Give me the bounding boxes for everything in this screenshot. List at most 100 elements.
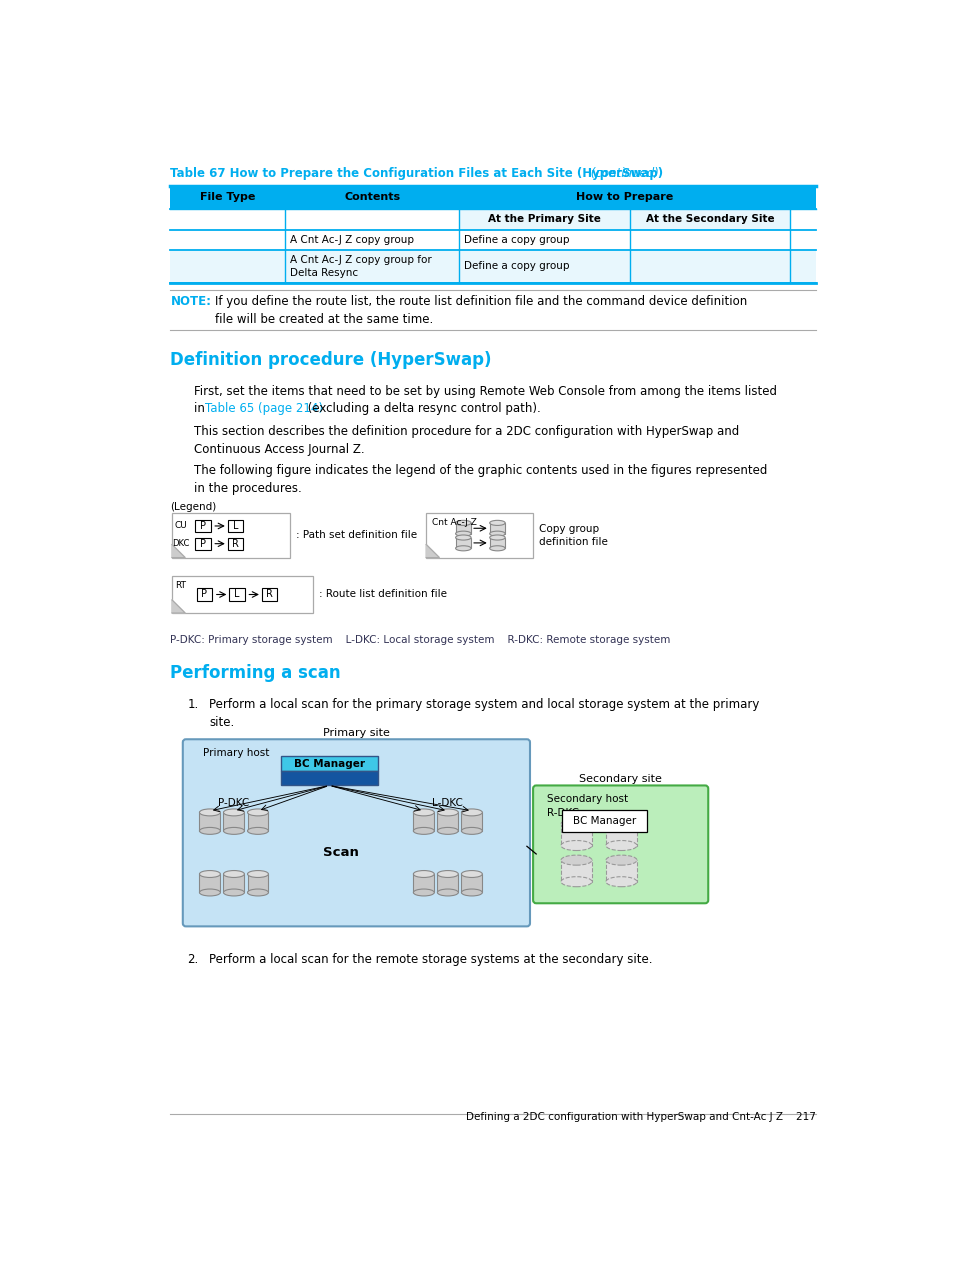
Text: Cnt Ac-J Z: Cnt Ac-J Z xyxy=(432,519,476,527)
Text: Primary site: Primary site xyxy=(323,728,390,737)
Text: (excluding a delta resync control path).: (excluding a delta resync control path). xyxy=(303,402,540,416)
Bar xyxy=(247,812,268,831)
Text: (continued): (continued) xyxy=(587,168,659,180)
Ellipse shape xyxy=(461,871,482,877)
Ellipse shape xyxy=(436,888,457,896)
Text: P-DKC: Primary storage system    L-DKC: Local storage system    R-DKC: Remote st: P-DKC: Primary storage system L-DKC: Loc… xyxy=(171,634,670,644)
Text: Primary host: Primary host xyxy=(203,747,269,758)
Text: Copy group
definition file: Copy group definition file xyxy=(538,524,608,547)
FancyBboxPatch shape xyxy=(426,513,533,558)
Text: Define a copy group: Define a copy group xyxy=(464,235,569,245)
Bar xyxy=(461,812,482,831)
Text: in: in xyxy=(193,402,208,416)
Ellipse shape xyxy=(560,840,592,850)
Text: Define a copy group: Define a copy group xyxy=(464,262,569,272)
Ellipse shape xyxy=(489,531,505,536)
Text: L: L xyxy=(233,521,238,531)
FancyBboxPatch shape xyxy=(280,770,377,785)
Bar xyxy=(605,860,637,882)
Bar xyxy=(461,874,482,892)
Ellipse shape xyxy=(223,827,244,834)
Ellipse shape xyxy=(199,827,220,834)
Ellipse shape xyxy=(560,819,592,829)
Bar xyxy=(247,874,268,892)
Ellipse shape xyxy=(413,871,434,877)
FancyBboxPatch shape xyxy=(459,208,790,230)
Ellipse shape xyxy=(461,808,482,816)
Text: BC Manager: BC Manager xyxy=(572,816,636,826)
Text: Performing a scan: Performing a scan xyxy=(171,663,340,681)
Text: 1.: 1. xyxy=(187,698,198,710)
FancyBboxPatch shape xyxy=(261,588,277,601)
Text: At the Primary Site: At the Primary Site xyxy=(488,214,600,224)
Text: Table 67 How to Prepare the Configuration Files at Each Site (HyperSwap): Table 67 How to Prepare the Configuratio… xyxy=(171,168,663,180)
Text: (Legend): (Legend) xyxy=(171,502,216,512)
Polygon shape xyxy=(172,600,185,613)
Ellipse shape xyxy=(605,819,637,829)
Ellipse shape xyxy=(247,871,268,877)
Ellipse shape xyxy=(223,808,244,816)
Text: Perform a local scan for the remote storage systems at the secondary site.: Perform a local scan for the remote stor… xyxy=(209,952,652,966)
Bar xyxy=(413,874,434,892)
Ellipse shape xyxy=(489,545,505,550)
Text: If you define the route list, the route list definition file and the command dev: If you define the route list, the route … xyxy=(215,295,747,325)
Bar xyxy=(436,812,457,831)
FancyBboxPatch shape xyxy=(228,520,243,533)
Ellipse shape xyxy=(413,888,434,896)
Bar xyxy=(489,522,505,534)
Ellipse shape xyxy=(199,888,220,896)
Ellipse shape xyxy=(605,877,637,887)
Bar xyxy=(223,874,244,892)
FancyBboxPatch shape xyxy=(229,588,245,601)
Ellipse shape xyxy=(456,520,471,525)
Text: : Route list definition file: : Route list definition file xyxy=(319,590,447,600)
FancyBboxPatch shape xyxy=(280,756,377,770)
Ellipse shape xyxy=(413,827,434,834)
Text: NOTE:: NOTE: xyxy=(171,295,212,308)
Ellipse shape xyxy=(247,827,268,834)
Text: A Cnt Ac-J Z copy group for
Delta Resync: A Cnt Ac-J Z copy group for Delta Resync xyxy=(290,255,431,278)
Ellipse shape xyxy=(199,808,220,816)
Ellipse shape xyxy=(413,808,434,816)
Text: A Cnt Ac-J Z copy group: A Cnt Ac-J Z copy group xyxy=(290,235,414,245)
Bar xyxy=(560,860,592,882)
Bar xyxy=(560,824,592,845)
Text: File Type: File Type xyxy=(200,192,255,202)
Ellipse shape xyxy=(489,520,505,525)
Text: P-DKC: P-DKC xyxy=(218,798,250,808)
Ellipse shape xyxy=(456,531,471,536)
Bar xyxy=(456,538,471,548)
Ellipse shape xyxy=(436,808,457,816)
Text: Scan: Scan xyxy=(323,846,358,859)
Bar xyxy=(223,812,244,831)
Ellipse shape xyxy=(436,871,457,877)
Text: L: L xyxy=(234,590,239,600)
Polygon shape xyxy=(426,544,439,558)
Polygon shape xyxy=(172,544,185,558)
Text: Defining a 2DC configuration with HyperSwap and Cnt-Ac J Z    217: Defining a 2DC configuration with HyperS… xyxy=(466,1112,815,1122)
Text: At the Secondary Site: At the Secondary Site xyxy=(645,214,774,224)
Text: P: P xyxy=(200,521,206,531)
Text: This section describes the definition procedure for a 2DC configuration with Hyp: This section describes the definition pr… xyxy=(193,425,739,456)
Text: The following figure indicates the legend of the graphic contents used in the fi: The following figure indicates the legen… xyxy=(193,464,766,494)
FancyBboxPatch shape xyxy=(172,513,290,558)
Bar xyxy=(489,538,505,548)
Bar xyxy=(413,812,434,831)
Text: Contents: Contents xyxy=(344,192,400,202)
Ellipse shape xyxy=(489,535,505,540)
Ellipse shape xyxy=(605,840,637,850)
FancyBboxPatch shape xyxy=(195,538,211,550)
FancyBboxPatch shape xyxy=(196,588,212,601)
Text: DKC: DKC xyxy=(172,539,189,548)
FancyBboxPatch shape xyxy=(171,250,815,282)
Text: BC Manager: BC Manager xyxy=(294,759,364,769)
Text: RT: RT xyxy=(174,581,186,590)
FancyBboxPatch shape xyxy=(183,740,530,927)
Text: Definition procedure (HyperSwap): Definition procedure (HyperSwap) xyxy=(171,351,492,369)
FancyBboxPatch shape xyxy=(533,785,707,904)
Bar xyxy=(199,874,220,892)
Ellipse shape xyxy=(560,855,592,866)
FancyBboxPatch shape xyxy=(171,186,815,208)
FancyBboxPatch shape xyxy=(561,810,646,831)
Ellipse shape xyxy=(223,871,244,877)
